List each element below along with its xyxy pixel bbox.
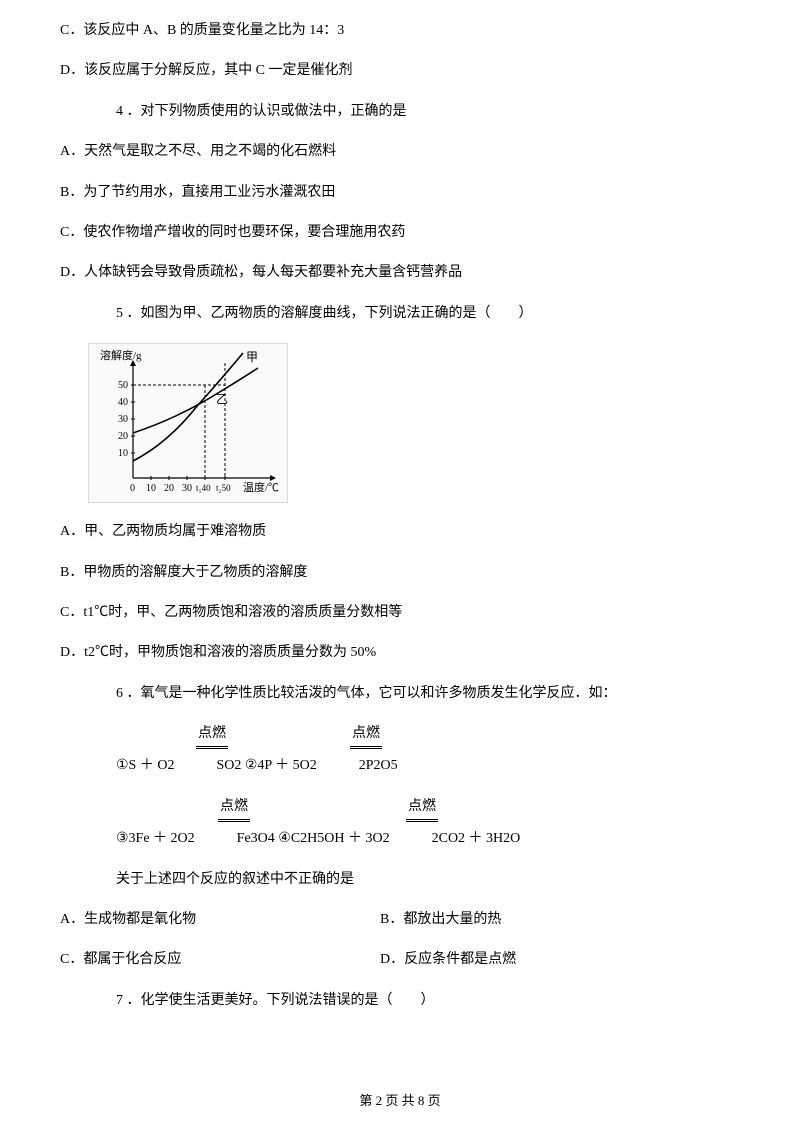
q6-option-b: B．都放出大量的热 (380, 909, 740, 931)
svg-text:30: 30 (118, 414, 128, 425)
svg-text:20: 20 (164, 483, 174, 494)
option-c: C．该反应中 A、B 的质量变化量之比为 14：3 (60, 20, 740, 42)
question-4: 4 ．对下列物质使用的认识或做法中，正确的是 (60, 101, 740, 123)
q4-option-b: B．为了节约用水，直接用工业污水灌溉农田 (60, 182, 740, 204)
page-footer: 第 2 页 共 8 页 (0, 1091, 800, 1112)
svg-text:20: 20 (118, 431, 128, 442)
svg-text:50: 50 (118, 380, 128, 391)
svg-text:0: 0 (130, 483, 135, 494)
q4-option-c: C．使农作物增产增收的同时也要环保，要合理施用农药 (60, 222, 740, 244)
svg-text:甲: 甲 (246, 350, 258, 364)
ignite-row-1: 点燃 点燃 (60, 723, 740, 749)
q6-option-c: C．都属于化合反应 (60, 949, 380, 971)
q4-option-a: A．天然气是取之不尽、用之不竭的化石燃料 (60, 141, 740, 163)
svg-text:40: 40 (118, 397, 128, 408)
q5-option-d: D．t2℃时，甲物质饱和溶液的溶质质量分数为 50% (60, 642, 740, 664)
equation-1: ①S ＋ O2 SO2 ②4P ＋ 5O2 2P2O5 (60, 755, 740, 777)
svg-text:10: 10 (118, 448, 128, 459)
q6-tail: 关于上述四个反应的叙述中不正确的是 (60, 869, 740, 891)
ignite-row-2: 点燃 点燃 (60, 796, 740, 822)
q5-option-b: B．甲物质的溶解度大于乙物质的溶解度 (60, 562, 740, 584)
svg-text:10: 10 (146, 483, 156, 494)
option-d: D．该反应属于分解反应，其中 C 一定是催化剂 (60, 60, 740, 82)
equation-2: ③3Fe ＋ 2O2 Fe3O4 ④C2H5OH ＋ 3O2 2CO2 ＋ 3H… (60, 828, 740, 850)
q5-option-a: A．甲、乙两物质均属于难溶物质 (60, 521, 740, 543)
question-6: 6 ．氧气是一种化学性质比较活泼的气体，它可以和许多物质发生化学反应．如： (60, 683, 740, 705)
chart-ylabel: 溶解度/g (100, 348, 142, 362)
svg-text:温度/℃: 温度/℃ (243, 480, 279, 494)
svg-text:t₂50: t₂50 (216, 483, 231, 493)
q6-row-cd: C．都属于化合反应 D．反应条件都是点燃 (60, 949, 740, 971)
question-7: 7 ．化学使生活更美好。下列说法错误的是（ ） (60, 990, 740, 1012)
svg-text:30: 30 (182, 483, 192, 494)
q4-option-d: D．人体缺钙会导致骨质疏松，每人每天都要补充大量含钙营养品 (60, 262, 740, 284)
solubility-chart: 溶解度/g 50 40 30 20 10 0 10 20 30 t₁40 t₂5… (88, 343, 288, 503)
q6-row-ab: A．生成物都是氧化物 B．都放出大量的热 (60, 909, 740, 931)
question-5: 5 ．如图为甲、乙两物质的溶解度曲线，下列说法正确的是（ ） (60, 303, 740, 325)
svg-text:t₁40: t₁40 (196, 483, 211, 493)
q6-option-d: D．反应条件都是点燃 (380, 949, 740, 971)
q6-option-a: A．生成物都是氧化物 (60, 909, 380, 931)
q5-option-c: C．t1℃时，甲、乙两物质饱和溶液的溶质质量分数相等 (60, 602, 740, 624)
svg-text:乙: 乙 (216, 392, 228, 406)
